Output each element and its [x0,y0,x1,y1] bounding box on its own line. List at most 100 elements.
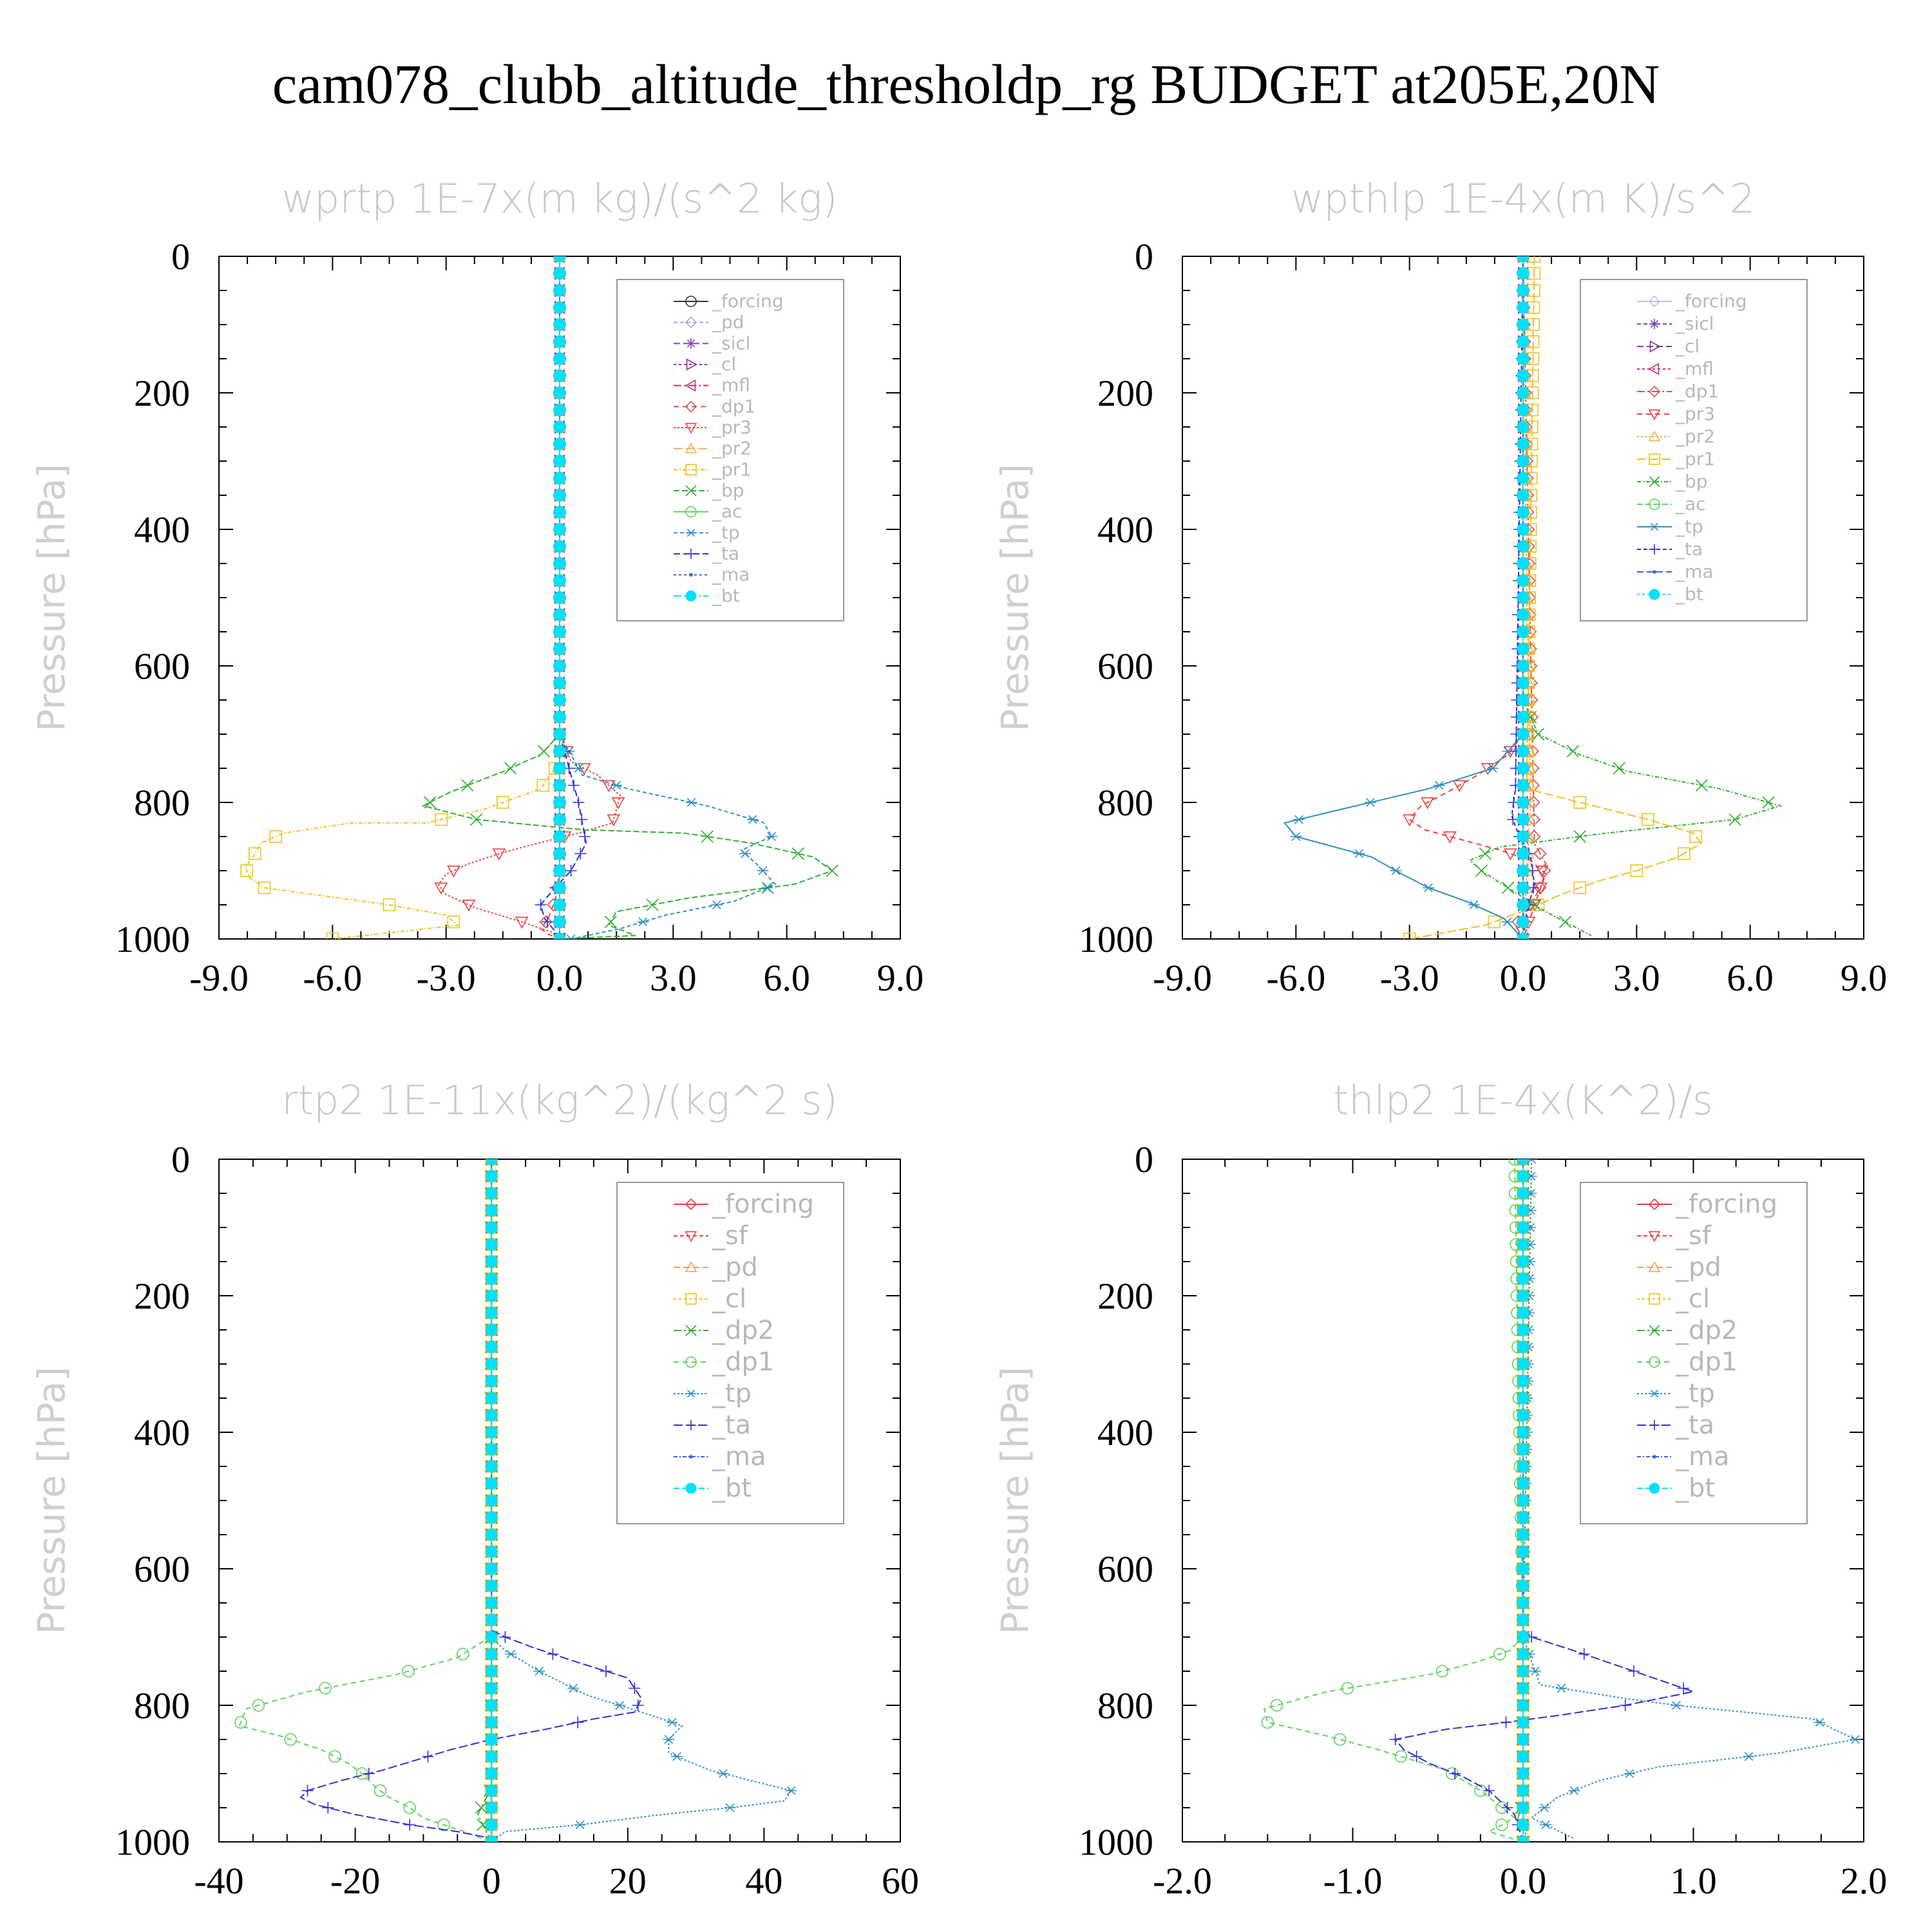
legend-label: _pr2 [712,438,752,459]
legend-marker [685,1198,697,1211]
data-point [573,797,585,808]
data-point [269,830,282,843]
legend-item: _ta [1637,538,1703,560]
data-point [1517,1204,1530,1217]
y-tick-label: 400 [134,1412,190,1454]
data-point [553,762,566,775]
x-tick-label: 3.0 [1613,957,1660,999]
x-tick-label: 6.0 [763,957,810,999]
data-point [553,677,566,689]
y-tick-label: 400 [134,509,190,551]
legend-marker [685,464,697,476]
data-point [402,1665,415,1678]
data-point [1468,900,1480,909]
data-point [234,1716,247,1729]
data-point [485,1204,498,1217]
y-tick-label: 600 [134,645,190,687]
x-tick-label: -20 [330,1860,380,1902]
data-point [447,915,460,929]
data-point [1517,1716,1530,1728]
data-point [515,916,529,929]
data-point [1517,659,1530,672]
x-tick-label: 9.0 [1841,957,1888,999]
data-point [461,779,474,792]
series-line [1263,1159,1524,1842]
data-point [1517,1159,1530,1166]
series-dp1 [234,1631,498,1842]
data-point [553,830,566,843]
y-tick-label: 200 [1097,1275,1153,1317]
data-point [485,1238,498,1251]
legend-label: _bp [712,480,744,501]
data-point [607,814,621,827]
data-point [1517,1801,1530,1814]
legend-item: _bp [674,480,744,501]
data-point [574,1820,586,1830]
data-point [1531,728,1545,741]
data-point [1501,917,1513,927]
legend-label: _bt [1675,1473,1715,1503]
legend-marker [1648,1231,1661,1242]
data-point [646,898,659,911]
data-point [553,574,566,587]
data-point [1517,336,1530,348]
panel-title: wpthlp 1E-4x(m K)/s^2 [1291,175,1756,222]
data-point [1517,762,1530,775]
data-point [1517,830,1530,843]
data-point [456,1647,469,1661]
data-point [1517,882,1530,894]
data-point [632,1700,644,1711]
data-point [553,694,566,706]
legend-label: _pr2 [1675,426,1715,447]
data-point [1517,813,1530,826]
data-point [485,1187,498,1200]
series-line [244,761,560,939]
legend: _forcing_sicl_cl_mfl_dp1_pr3_pr2_pr1_bp_… [1580,279,1808,621]
data-point [1479,847,1492,860]
panel-title: wprtp 1E-7x(m kg)/(s^2 kg) [281,175,837,222]
data-point [663,1735,675,1744]
legend-marker [1648,363,1660,375]
legend-item: _forcing [674,290,784,312]
series-tp [486,1633,797,1842]
chart-panel: wpthlp 1E-4x(m K)/s^2 Pressure [hPa] -9.0 -… [993,175,1887,999]
data-point [485,1443,498,1455]
data-point [710,900,723,909]
legend-item: _mfl [1637,358,1714,379]
series-ta [1389,1629,1696,1842]
data-point [1517,1375,1530,1387]
data-point [1517,848,1530,860]
data-point [1517,455,1530,468]
series-bt [485,1159,498,1842]
legend-item: _forcing [674,1189,814,1219]
data-point [553,523,566,536]
series-line [1468,699,1783,936]
legend-label: _tp [712,1379,752,1408]
data-point [1517,711,1530,723]
data-point [1526,779,1540,792]
data-point [547,1648,559,1660]
x-tick-label: 0 [482,1860,501,1902]
data-point [1689,830,1703,843]
legend-marker [1648,1198,1661,1211]
legend-marker [689,573,693,577]
series-line [421,734,834,939]
data-point [577,763,591,775]
chart-panel: rtp2 1E-11x(kg^2)/(kg^2 s) Pressure [hPa]… [30,1077,919,1902]
legend-item: _ta [674,543,739,564]
data-point [1270,1699,1283,1712]
data-point [1517,1187,1530,1200]
data-point [611,797,625,810]
legend-marker [685,506,697,518]
legend-label: _ma [1675,561,1713,582]
legend-item: _pr1 [674,459,752,480]
series-line [1408,734,1547,939]
data-point [374,1784,387,1797]
legend-label: _ma [712,564,750,585]
y-tick-label: 0 [171,236,190,278]
x-tick-label: 1.0 [1670,1860,1717,1902]
series-bt [1517,256,1530,939]
data-point [1566,744,1579,758]
data-point [1814,1718,1826,1727]
legend-label: _pd [712,312,744,333]
